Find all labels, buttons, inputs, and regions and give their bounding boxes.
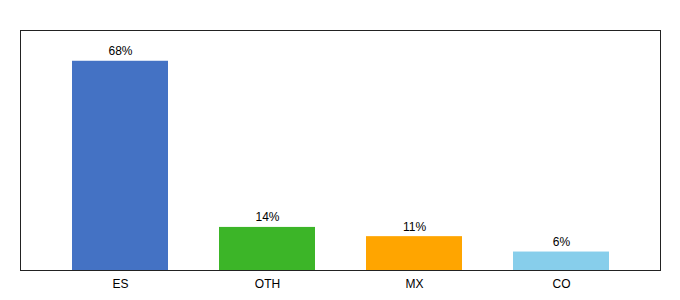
svg-text:ES: ES [112,277,128,291]
svg-text:68%: 68% [108,44,132,58]
svg-text:14%: 14% [255,210,279,224]
svg-text:11%: 11% [403,220,426,234]
svg-text:CO: CO [553,277,571,291]
svg-text:MX: MX [406,277,424,291]
svg-text:OTH: OTH [255,277,280,291]
svg-text:6%: 6% [553,235,571,249]
